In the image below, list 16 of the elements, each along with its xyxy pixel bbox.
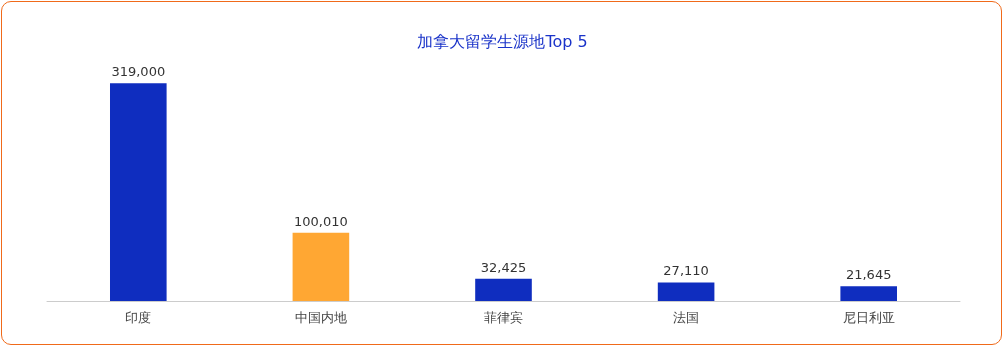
- data-label: 100,010: [294, 213, 348, 229]
- x-tick-label: 菲律宾: [484, 310, 523, 325]
- bar: [657, 282, 715, 301]
- x-tick-label: 尼日利亚: [842, 310, 895, 325]
- data-label: 27,110: [663, 263, 709, 279]
- x-tick-label: 法国: [673, 310, 700, 325]
- bar: [475, 278, 532, 301]
- bar: [292, 232, 350, 301]
- bar: [110, 83, 167, 301]
- data-label: 32,425: [480, 259, 527, 275]
- data-label: 21,645: [845, 267, 892, 283]
- x-tick-label: 中国内地: [294, 310, 347, 325]
- bar: [840, 286, 897, 301]
- chart-title: 加拿大留学生源地Top 5: [417, 31, 588, 51]
- x-tick-label: 印度: [125, 310, 152, 325]
- data-label: 319,000: [111, 64, 166, 80]
